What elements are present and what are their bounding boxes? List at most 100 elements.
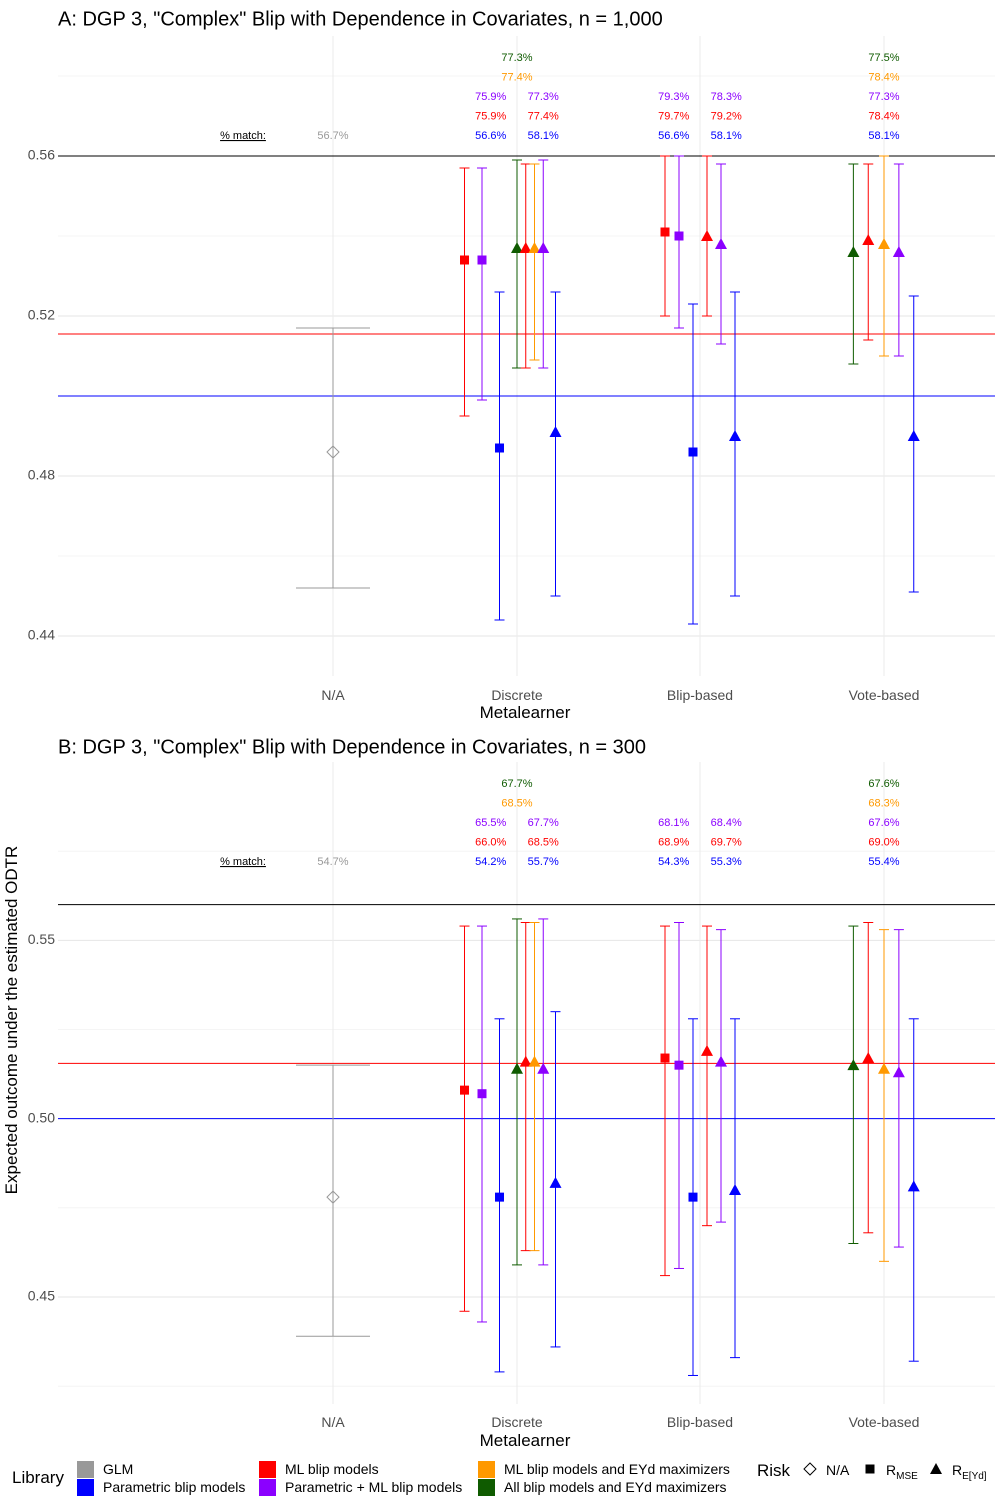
data-point xyxy=(495,1192,504,1202)
match-percent: 65.5% xyxy=(475,817,506,829)
data-point xyxy=(528,1055,541,1067)
legend-label: ML blip models xyxy=(285,1461,379,1477)
match-percent: 67.6% xyxy=(868,817,899,829)
data-point xyxy=(674,231,684,241)
error-bar xyxy=(688,303,698,625)
match-label: % match: xyxy=(220,130,266,142)
match-percent: 66.0% xyxy=(475,837,506,849)
match-percent: 56.7% xyxy=(317,130,348,142)
y-tick-label: 0.50 xyxy=(28,1109,55,1125)
match-percent: 56.6% xyxy=(658,130,689,142)
data-point xyxy=(688,447,698,457)
data-point xyxy=(907,430,920,441)
data-point xyxy=(729,430,741,441)
match-percent: 78.3% xyxy=(711,91,742,103)
legend-swatch xyxy=(478,1479,495,1496)
data-point xyxy=(688,1192,698,1202)
error-bar xyxy=(520,163,531,369)
y-tick-label: 0.55 xyxy=(28,931,55,947)
match-percent: 68.5% xyxy=(501,798,532,810)
data-point xyxy=(878,1062,890,1074)
match-percent: 67.6% xyxy=(868,778,899,790)
match-percent: 54.3% xyxy=(658,856,689,868)
panel-title: B: DGP 3, "Complex" Blip with Dependence… xyxy=(58,736,646,758)
y-tick-label: 0.45 xyxy=(28,1288,55,1304)
error-bar xyxy=(538,918,549,1266)
match-percent: 75.9% xyxy=(475,91,506,103)
y-tick-label: 0.56 xyxy=(28,147,55,163)
legend-risk-label: RE[Yd] xyxy=(952,1462,987,1482)
data-point xyxy=(495,443,504,453)
data-point xyxy=(892,246,905,257)
x-axis-title: Metalearner xyxy=(480,703,571,722)
data-point xyxy=(477,255,487,265)
error-bar xyxy=(848,163,859,365)
x-tick-label: Discrete xyxy=(491,687,543,703)
match-percent: 77.4% xyxy=(501,72,532,84)
match-label: % match: xyxy=(220,856,266,868)
legend-swatch xyxy=(478,1461,495,1478)
legend: Library GLM ML blip models ML blip models a… xyxy=(12,1461,987,1496)
error-bar xyxy=(660,925,670,1277)
legend-title-library: Library xyxy=(12,1468,64,1487)
error-bar xyxy=(538,159,549,369)
match-percent: 68.9% xyxy=(658,837,689,849)
match-percent: 58.1% xyxy=(711,130,742,142)
legend-label: ML blip models and EYd maximizers xyxy=(504,1461,730,1477)
legend-label: Parametric + ML blip models xyxy=(285,1479,462,1495)
data-point xyxy=(460,255,469,265)
legend-swatch xyxy=(259,1461,276,1478)
match-percent: 68.4% xyxy=(711,817,742,829)
error-bar xyxy=(716,163,726,345)
legend-risk-label: RMSE xyxy=(886,1462,918,1482)
match-percent: 69.7% xyxy=(711,837,742,849)
data-point xyxy=(660,1053,670,1063)
x-tick-label: N/A xyxy=(321,687,345,703)
match-percent: 67.7% xyxy=(501,778,532,790)
match-percent: 78.4% xyxy=(868,72,899,84)
data-point xyxy=(326,1190,340,1204)
legend-label: GLM xyxy=(103,1461,133,1477)
error-bar xyxy=(296,1064,370,1337)
data-point xyxy=(701,1044,713,1056)
x-tick-label: N/A xyxy=(321,1414,345,1430)
legend-shape-square xyxy=(865,1464,875,1474)
match-percent: 77.3% xyxy=(501,52,532,64)
data-point xyxy=(511,242,523,253)
y-axis-title: Expected outcome under the estimated ODT… xyxy=(2,846,21,1195)
match-percent: 54.7% xyxy=(317,856,348,868)
match-percent: 55.7% xyxy=(528,856,559,868)
error-bar xyxy=(494,291,505,621)
match-percent: 79.7% xyxy=(658,111,689,123)
data-point xyxy=(847,246,860,257)
match-percent: 77.3% xyxy=(868,91,899,103)
x-tick-label: Discrete xyxy=(491,1414,543,1430)
error-bar xyxy=(459,167,470,417)
legend-risk-subscript: MSE xyxy=(896,1471,918,1482)
error-bar xyxy=(730,291,740,597)
legend-label: Parametric blip models xyxy=(103,1479,245,1495)
legend-swatch xyxy=(77,1479,94,1496)
match-percent: 77.5% xyxy=(868,52,899,64)
error-bar xyxy=(863,163,874,341)
error-bar xyxy=(459,925,470,1312)
legend-shape-triangle xyxy=(930,1463,942,1474)
x-tick-label: Blip-based xyxy=(667,1414,733,1430)
panel-a: A: DGP 3, "Complex" Blip with Dependence… xyxy=(28,8,995,722)
data-point xyxy=(715,238,727,249)
data-point xyxy=(549,1176,562,1188)
data-point xyxy=(907,1180,920,1192)
data-point xyxy=(537,1062,550,1074)
error-bar xyxy=(893,929,904,1248)
error-bar xyxy=(893,163,904,357)
error-bar xyxy=(512,918,522,1266)
data-point xyxy=(862,1052,875,1064)
data-point xyxy=(729,1184,741,1195)
match-percent: 58.1% xyxy=(868,130,899,142)
error-bar xyxy=(520,922,531,1252)
data-point xyxy=(892,1066,905,1078)
match-percent: 54.2% xyxy=(475,856,506,868)
legend-shape-diamond xyxy=(803,1462,817,1476)
data-point xyxy=(878,238,890,249)
